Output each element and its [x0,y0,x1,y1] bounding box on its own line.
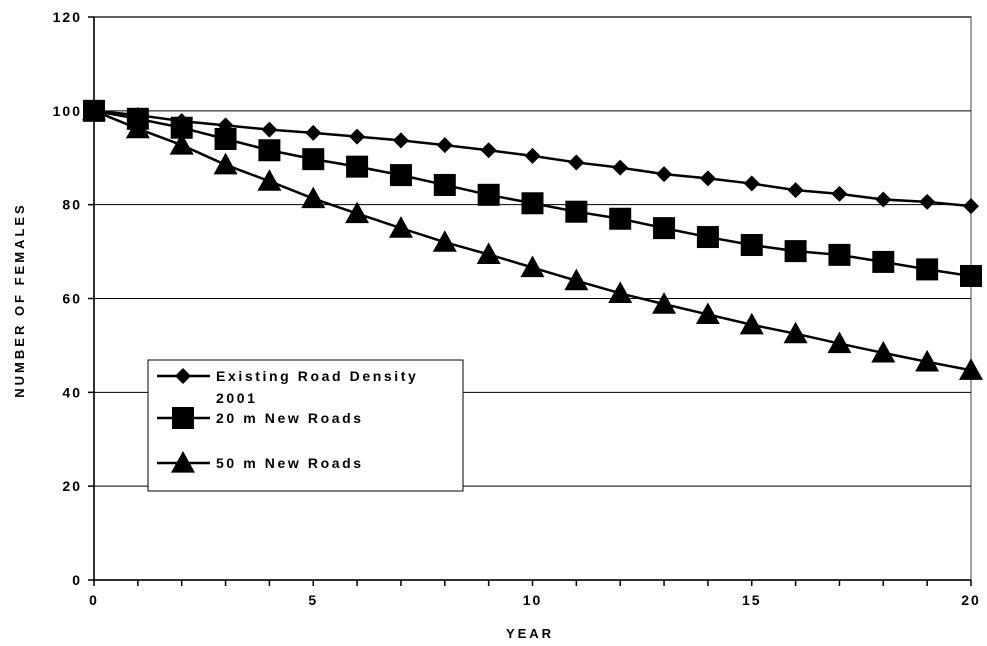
data-point-square [784,240,807,263]
legend-label: 50 m New Roads [216,455,364,471]
data-point-triangle [82,98,106,121]
data-point-diamond [480,142,497,159]
series-layer [82,98,983,380]
y-tick-label: 20 [62,478,82,494]
data-point-triangle [959,358,983,380]
data-point-triangle [827,331,852,354]
legend-label: Existing Road Density [216,368,418,384]
data-point-square [609,207,632,230]
data-point-diamond [919,193,936,210]
data-point-triangle [169,133,194,155]
series-square [83,99,982,287]
legend-label: 2001 [216,390,258,406]
data-point-triangle [476,242,501,264]
y-tick-label: 120 [53,9,82,25]
data-point-diamond [436,137,453,154]
x-tick-label: 5 [308,592,318,608]
data-point-square [828,243,851,266]
y-axis-ticks: 0 20 40 60 80 100 120 [53,9,94,588]
data-point-triangle [652,292,677,314]
data-point-triangle [257,169,282,191]
data-point-diamond [349,128,366,145]
data-point-triangle [125,116,150,139]
data-point-diamond [963,198,979,215]
data-point-square [696,226,719,249]
data-point-square [346,155,369,178]
data-point-square [653,217,676,240]
y-tick-label: 80 [62,197,82,213]
data-point-triangle [871,340,896,363]
data-point-square [389,164,412,187]
data-point-triangle [301,186,326,209]
data-point-square [740,234,763,257]
data-point-diamond [743,175,760,192]
data-point-triangle [739,312,764,335]
y-tick-label: 0 [72,572,82,588]
data-point-diamond [261,121,278,138]
data-point-square [521,192,544,215]
y-axis-title: NUMBER OF FEMALES [12,202,27,397]
data-point-triangle [432,230,457,252]
legend-items: Existing Road Density 2001 20 m New Roads 5… [157,368,418,473]
data-point-square [916,258,939,281]
y-tick-label: 100 [53,103,82,119]
data-point-square [170,116,193,139]
data-point-triangle [520,255,545,278]
data-point-diamond [699,170,716,187]
data-point-square [477,183,500,206]
legend-marker-square [172,407,194,429]
legend-marker-triangle [171,451,195,473]
y-tick-label: 40 [62,384,82,400]
data-point-triangle [388,216,413,238]
data-point-square [302,148,325,171]
legend-box [147,359,464,492]
data-point-triangle [608,281,633,303]
data-point-diamond [392,132,409,149]
legend: Existing Road Density 2001 20 m New Roads 5… [147,359,464,492]
data-point-diamond [305,124,322,141]
data-point-square [433,173,456,196]
data-point-diamond [787,182,804,199]
data-point-triangle [213,152,238,175]
data-point-diamond [568,154,585,171]
legend-label: 20 m New Roads [216,410,364,426]
y-tick-label: 60 [62,291,82,307]
x-tick-label: 10 [523,592,543,608]
x-tick-label: 0 [89,592,99,608]
data-point-diamond [656,166,673,183]
data-point-triangle [915,349,940,372]
x-axis-ticks: 0 5 10 15 20 [89,580,981,608]
data-point-square [214,127,237,150]
data-point-diamond [612,159,629,176]
legend-marker-diamond [175,368,191,384]
x-tick-label: 20 [961,592,981,608]
data-point-square [960,264,982,287]
x-axis-title: YEAR [506,626,554,641]
data-point-square [565,200,588,223]
data-point-diamond [831,185,848,202]
data-point-diamond [524,147,541,164]
data-point-square [872,250,895,273]
data-point-triangle [783,321,808,344]
x-tick-label: 15 [742,592,762,608]
data-point-square [258,139,281,162]
data-point-triangle [695,302,720,325]
data-point-triangle [564,268,589,291]
series-triangle [82,98,983,380]
data-point-triangle [345,201,370,224]
data-point-diamond [875,191,892,208]
